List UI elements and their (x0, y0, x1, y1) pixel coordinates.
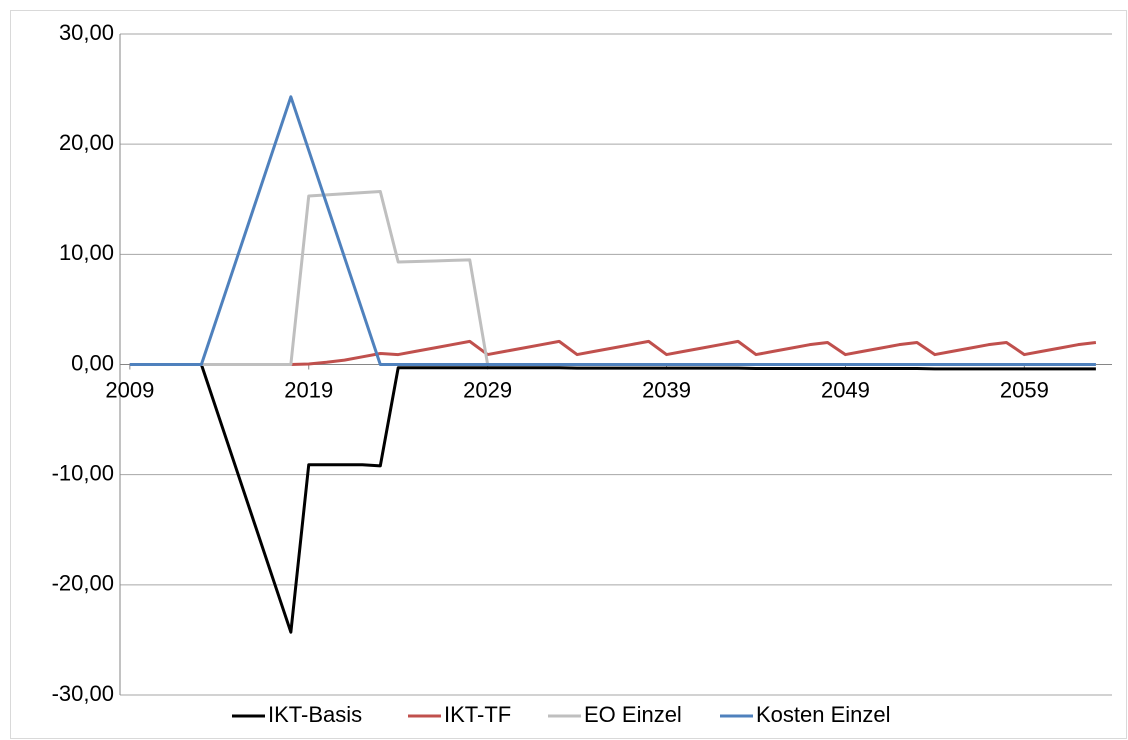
series-line (129, 95, 1096, 366)
legend-label: IKT-Basis (268, 702, 362, 727)
legend-label: Kosten Einzel (756, 702, 891, 727)
y-tick-label: 30,00 (59, 20, 114, 45)
y-tick-label: 10,00 (59, 240, 114, 265)
legend-label: IKT-TF (444, 702, 511, 727)
legend-label: EO Einzel (584, 702, 682, 727)
x-tick-label: 2049 (821, 377, 870, 402)
x-tick-label: 2019 (284, 377, 333, 402)
x-tick-label: 2059 (1000, 377, 1049, 402)
y-tick-label: 0,00 (71, 350, 114, 375)
y-tick-label: -20,00 (52, 571, 114, 596)
y-tick-label: -10,00 (52, 460, 114, 485)
series-line (129, 363, 1096, 634)
x-tick-label: 2039 (642, 377, 691, 402)
x-tick-label: 2029 (463, 377, 512, 402)
chart-frame (10, 10, 1127, 739)
y-tick-label: 20,00 (59, 130, 114, 155)
x-tick-label: 2009 (105, 377, 154, 402)
y-tick-label: -30,00 (52, 681, 114, 706)
